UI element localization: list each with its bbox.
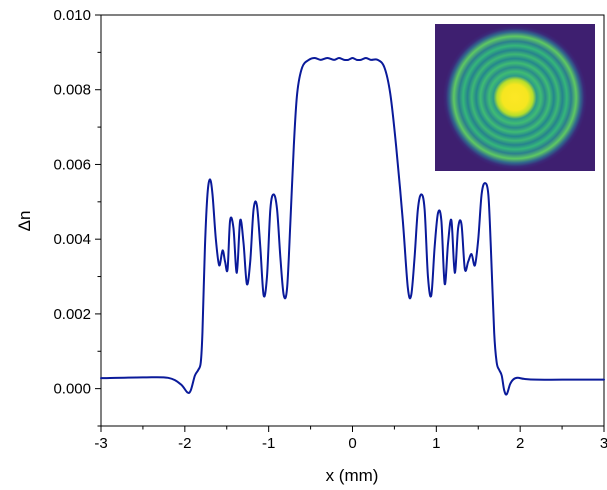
inset-heatmap — [435, 24, 595, 171]
y-tick-label: 0.006 — [53, 156, 91, 173]
y-tick-label: 0.004 — [53, 231, 91, 248]
y-tick-label: 0.008 — [53, 82, 91, 99]
x-axis-title: x (mm) — [326, 466, 379, 485]
axis-ticks — [95, 14, 605, 432]
x-tick-label: -3 — [94, 435, 107, 452]
x-tick-labels: -3 -2 -1 0 1 2 3 — [94, 435, 607, 452]
y-tick-label: 0.010 — [53, 7, 91, 24]
y-tick-labels: 0.000 0.002 0.004 0.006 0.008 0.010 — [53, 7, 91, 398]
x-tick-label: -2 — [178, 435, 191, 452]
y-tick-label: 0.000 — [53, 381, 91, 398]
y-axis-title: Δn — [15, 211, 34, 232]
inset-ring-pattern — [443, 25, 587, 170]
y-tick-label: 0.002 — [53, 306, 91, 323]
x-tick-label: 3 — [600, 435, 607, 452]
x-tick-label: 1 — [432, 435, 440, 452]
series-line — [100, 56, 605, 396]
x-tick-label: 0 — [348, 435, 356, 452]
x-tick-label: -1 — [262, 435, 275, 452]
x-tick-label: 2 — [516, 435, 524, 452]
